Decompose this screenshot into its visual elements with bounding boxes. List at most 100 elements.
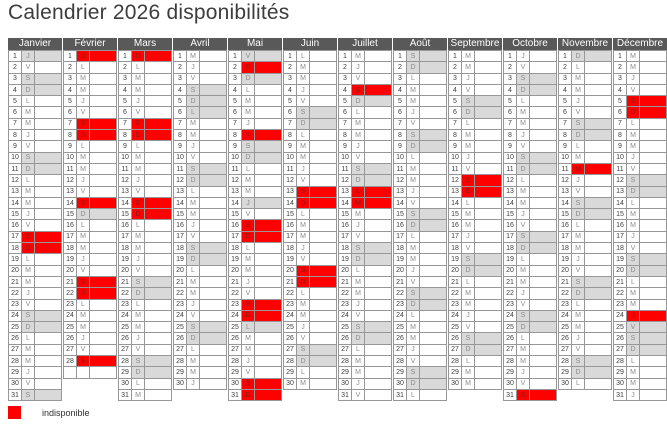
day-availability	[584, 377, 612, 390]
day-weekday: V	[21, 377, 35, 390]
day-availability	[34, 366, 62, 379]
day-number: 18	[558, 242, 572, 255]
day-row: 15 J	[8, 208, 62, 221]
day-weekday: S	[406, 366, 420, 379]
day-weekday: V	[406, 196, 420, 210]
day-availability	[254, 196, 282, 210]
day-number: 3	[558, 72, 572, 85]
day-number: 16	[448, 219, 462, 232]
day-row: 10 L	[393, 151, 447, 164]
day-number: 2	[228, 61, 242, 74]
day-weekday: D	[351, 253, 365, 266]
day-number: 5	[393, 95, 407, 108]
day-weekday: M	[461, 61, 475, 74]
day-weekday: D	[461, 185, 475, 198]
day-availability	[474, 264, 502, 277]
day-availability	[144, 253, 172, 266]
day-number: 4	[63, 83, 77, 97]
day-availability	[254, 49, 282, 63]
day-number: 22	[393, 287, 407, 300]
day-weekday: M	[461, 140, 475, 153]
day-number: 11	[8, 162, 22, 176]
day-row: 10 M	[63, 151, 117, 164]
day-row: 26 S	[613, 332, 667, 345]
day-number: 10	[63, 151, 77, 164]
day-weekday: S	[516, 309, 530, 323]
day-availability	[639, 388, 667, 402]
day-availability	[474, 117, 502, 131]
day-weekday: M	[186, 366, 200, 379]
day-weekday: J	[241, 275, 255, 289]
day-weekday: M	[351, 208, 365, 221]
day-row: 28 S	[118, 355, 172, 368]
day-row: 14 M	[338, 196, 392, 210]
day-row: 23 L	[63, 298, 117, 311]
day-availability	[34, 309, 62, 323]
day-row: 20 J	[393, 264, 447, 277]
day-row: 24 V	[338, 309, 392, 323]
day-availability	[254, 162, 282, 176]
day-weekday: S	[461, 253, 475, 266]
legend: indisponible	[8, 406, 90, 419]
day-row: 29 L	[283, 366, 337, 379]
day-weekday: V	[351, 151, 365, 164]
day-row: 24 M	[558, 309, 612, 323]
day-weekday: S	[461, 332, 475, 345]
day-weekday: M	[131, 151, 145, 164]
day-number: 5	[63, 95, 77, 108]
day-number: 25	[503, 321, 517, 334]
day-availability	[144, 106, 172, 119]
day-row: 29 V	[228, 366, 282, 379]
day-number: 23	[8, 298, 22, 311]
day-row: 14 M	[173, 196, 227, 210]
day-weekday: S	[296, 106, 310, 119]
day-weekday: V	[21, 140, 35, 153]
day-availability	[89, 196, 117, 210]
day-weekday: L	[131, 377, 145, 390]
day-weekday: L	[21, 174, 35, 187]
day-availability	[639, 106, 667, 119]
day-number: 7	[118, 117, 132, 131]
day-number: 24	[118, 309, 132, 323]
day-row: 15 D	[63, 208, 117, 221]
day-row: 22 M	[173, 287, 227, 300]
day-availability	[529, 185, 557, 198]
day-number: 13	[613, 185, 627, 198]
day-number: 6	[503, 106, 517, 119]
day-availability	[89, 332, 117, 345]
day-number: 17	[228, 230, 242, 244]
day-number: 30	[118, 377, 132, 390]
day-row: 11 M	[393, 162, 447, 176]
day-row: 15 M	[613, 208, 667, 221]
day-availability	[144, 287, 172, 300]
day-weekday: J	[21, 129, 35, 142]
day-availability	[419, 230, 447, 244]
day-weekday: L	[626, 117, 640, 131]
day-availability	[584, 264, 612, 277]
day-weekday: M	[626, 129, 640, 142]
day-weekday: J	[186, 377, 200, 390]
day-weekday: V	[241, 208, 255, 221]
day-number: 10	[283, 151, 297, 164]
day-weekday: J	[186, 140, 200, 153]
day-number: 24	[8, 309, 22, 323]
day-number: 3	[118, 72, 132, 85]
day-row: 27 M	[228, 343, 282, 357]
day-row: 19 M	[228, 253, 282, 266]
day-weekday: D	[21, 83, 35, 97]
day-row: 10 M	[558, 151, 612, 164]
day-availability	[639, 309, 667, 323]
day-row: 28 L	[613, 355, 667, 368]
day-weekday: D	[131, 287, 145, 300]
day-row: 15 M	[448, 208, 502, 221]
day-row: 19 D	[338, 253, 392, 266]
day-availability	[309, 275, 337, 289]
day-availability	[364, 253, 392, 266]
day-weekday: D	[516, 242, 530, 255]
